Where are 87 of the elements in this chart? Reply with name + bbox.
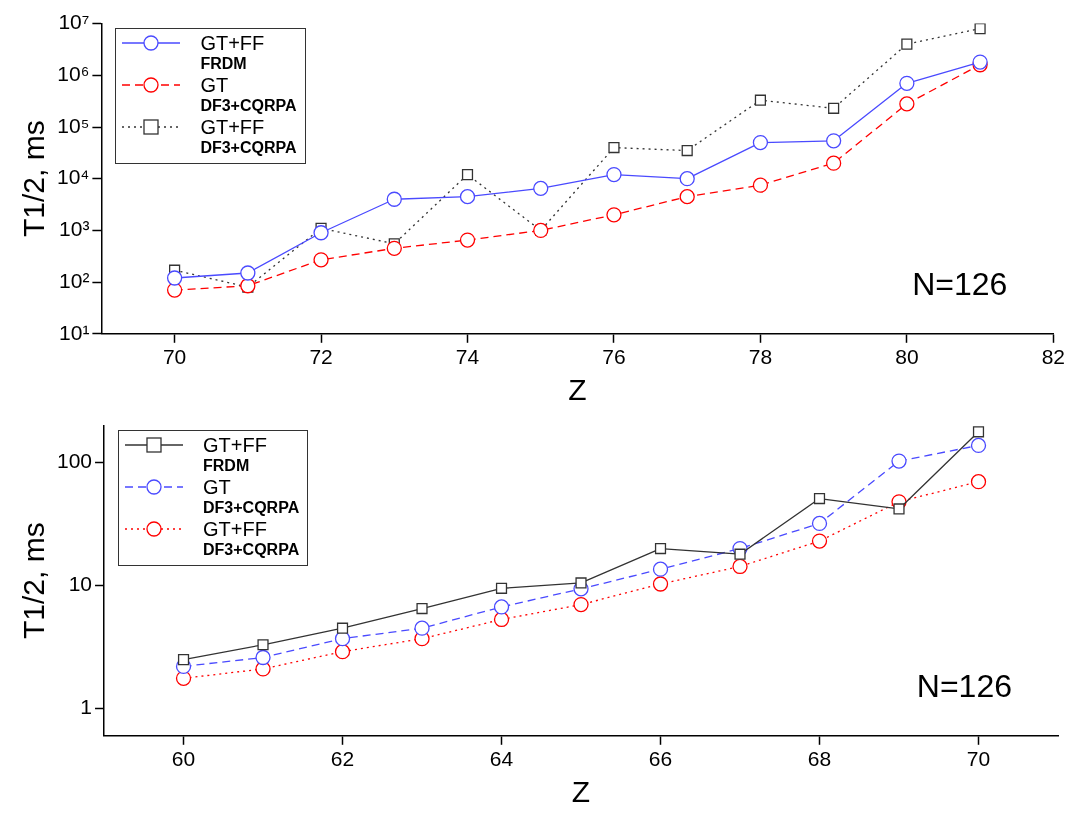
point bbox=[414, 620, 430, 636]
point bbox=[166, 270, 183, 286]
legend-label: GT DF3+CQRPA bbox=[200, 73, 297, 116]
point bbox=[606, 166, 622, 183]
point bbox=[386, 191, 402, 207]
x-tick-label: 70 bbox=[162, 345, 187, 369]
point bbox=[828, 102, 840, 114]
y-tick-label: 10¹ bbox=[59, 320, 90, 344]
point bbox=[386, 240, 402, 256]
x-axis-title: Z bbox=[568, 373, 587, 407]
legend-label: GT+FF DF3+CQRPA bbox=[203, 517, 300, 560]
point bbox=[811, 515, 828, 532]
point bbox=[654, 542, 667, 555]
y-tick-label: 100 bbox=[56, 449, 93, 473]
y-tick-label: 10⁵ bbox=[57, 113, 90, 137]
x-tick-label: 64 bbox=[489, 747, 514, 771]
point bbox=[334, 644, 351, 660]
point bbox=[313, 225, 329, 241]
y-axis-title: T1/2, ms bbox=[17, 120, 51, 238]
y-tick-label: 10⁶ bbox=[57, 62, 90, 86]
x-tick-label: 66 bbox=[648, 747, 673, 771]
point bbox=[679, 188, 695, 205]
point bbox=[257, 639, 269, 651]
point bbox=[177, 653, 190, 666]
legend-label: GT+FF DF3+CQRPA bbox=[200, 115, 297, 158]
point bbox=[970, 474, 987, 490]
point bbox=[734, 548, 746, 560]
point bbox=[652, 576, 669, 592]
point bbox=[575, 577, 587, 589]
y-tick-label: 1 bbox=[80, 695, 93, 719]
x-tick-label: 60 bbox=[171, 747, 196, 771]
point bbox=[573, 596, 589, 613]
x-tick-label: 62 bbox=[330, 747, 355, 771]
x-tick-label: 68 bbox=[807, 747, 832, 771]
annotation: N=126 bbox=[912, 265, 1008, 302]
x-tick-label: 76 bbox=[602, 345, 626, 369]
point bbox=[972, 426, 985, 438]
y-axis-title: T1/2, ms bbox=[17, 522, 51, 640]
point bbox=[461, 169, 474, 181]
y-tick-label: 10⁴ bbox=[56, 165, 90, 189]
point bbox=[811, 533, 828, 549]
point bbox=[495, 582, 508, 594]
x-tick-label: 78 bbox=[748, 345, 773, 369]
point bbox=[679, 171, 695, 187]
x-tick-label: 74 bbox=[455, 345, 480, 369]
point bbox=[652, 561, 669, 577]
x-tick-label: 82 bbox=[1041, 345, 1065, 369]
x-tick-label: 72 bbox=[309, 345, 333, 369]
annotation: N=126 bbox=[916, 667, 1012, 704]
point bbox=[459, 188, 476, 205]
x-tick-label: 80 bbox=[895, 345, 919, 369]
point bbox=[336, 622, 349, 634]
point bbox=[732, 558, 748, 575]
point bbox=[493, 611, 510, 628]
point bbox=[681, 144, 693, 157]
point bbox=[974, 23, 986, 35]
point bbox=[606, 207, 622, 223]
point bbox=[893, 503, 905, 515]
point bbox=[813, 492, 826, 505]
point bbox=[752, 177, 769, 193]
point bbox=[752, 134, 769, 151]
point bbox=[754, 94, 767, 106]
point bbox=[899, 96, 915, 112]
legend-label: GT DF3+CQRPA bbox=[203, 475, 300, 518]
point bbox=[533, 180, 549, 197]
y-tick-label: 10³ bbox=[59, 217, 90, 241]
legend-label: GT+FF FRDM bbox=[203, 433, 267, 476]
x-axis-title: Z bbox=[571, 775, 591, 809]
point bbox=[240, 265, 256, 281]
point bbox=[255, 649, 271, 666]
point bbox=[891, 453, 907, 469]
point bbox=[459, 232, 476, 248]
y-tick-label: 10² bbox=[59, 268, 90, 292]
x-tick-label: 70 bbox=[966, 747, 991, 771]
point bbox=[313, 252, 329, 268]
y-tick-label: 10 bbox=[68, 572, 93, 596]
point bbox=[825, 155, 842, 171]
y-tick-label: 10⁷ bbox=[58, 10, 90, 34]
point bbox=[970, 437, 987, 454]
point bbox=[493, 599, 510, 615]
point bbox=[825, 133, 842, 149]
point bbox=[901, 38, 913, 50]
point bbox=[608, 141, 620, 154]
point bbox=[899, 75, 915, 91]
point bbox=[166, 282, 183, 298]
legend-label: GT+FF FRDM bbox=[200, 31, 265, 74]
point bbox=[416, 602, 428, 615]
